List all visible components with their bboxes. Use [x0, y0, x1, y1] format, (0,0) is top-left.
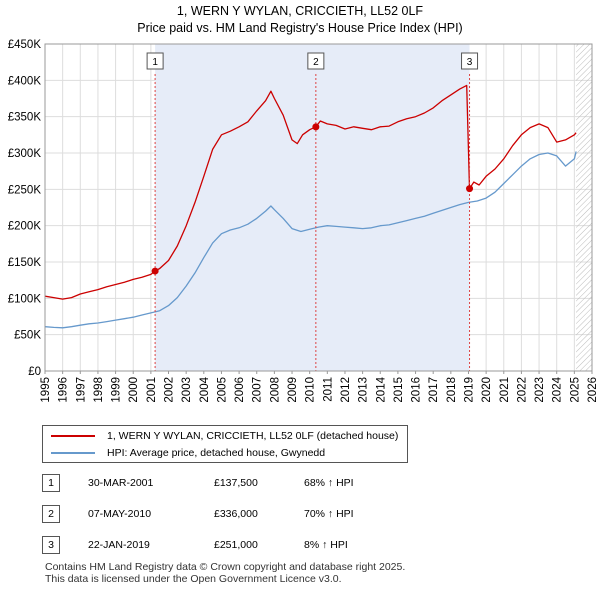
- sale-price: £251,000: [214, 539, 258, 551]
- sale-marker-label: 3: [467, 57, 473, 68]
- legend-swatch-hpi: [51, 452, 95, 454]
- sale-row: 3 22-JAN-2019 £251,000 8% ↑ HPI: [42, 534, 462, 565]
- y-tick-label: £200K: [8, 221, 42, 233]
- x-tick-label: 1995: [40, 377, 52, 403]
- sale-point: [151, 267, 159, 275]
- x-tick-label: 2008: [269, 377, 281, 403]
- x-tick-label: 2020: [481, 377, 493, 403]
- sale-number-badge: 2: [42, 505, 60, 523]
- hpi-line: [44, 151, 577, 329]
- y-tick-label: £150K: [8, 257, 42, 269]
- x-tick-label: 2019: [463, 377, 475, 403]
- sale-hpi-change: 8% ↑ HPI: [304, 539, 348, 551]
- legend-swatch-property: [51, 435, 95, 437]
- y-tick-label: £250K: [8, 184, 42, 196]
- x-tick-label: 2006: [234, 377, 246, 403]
- sale-point: [466, 185, 474, 193]
- x-tick-label: 2004: [199, 376, 211, 402]
- chart-subtitle: Price paid vs. HM Land Registry's House …: [137, 21, 462, 35]
- x-tick-label: 2023: [534, 377, 546, 403]
- x-tick-label: 2007: [252, 377, 264, 403]
- sale-row: 1 30-MAR-2001 £137,500 68% ↑ HPI: [42, 472, 462, 503]
- x-tick-label: 2016: [411, 377, 423, 403]
- y-tick-label: £100K: [8, 293, 42, 305]
- x-tick-label: 2001: [146, 377, 158, 403]
- sale-marker-box: [307, 52, 325, 70]
- x-tick-label: 2000: [128, 377, 140, 403]
- sale-row: 2 07-MAY-2010 £336,000 70% ↑ HPI: [42, 503, 462, 534]
- sale-number-badge: 3: [42, 536, 60, 554]
- x-tick-label: 2025: [569, 377, 581, 403]
- x-tick-label: 2012: [340, 377, 352, 403]
- sale-date: 30-MAR-2001: [88, 477, 154, 489]
- x-tick-label: 2018: [446, 377, 458, 403]
- x-tick-label: 2011: [322, 377, 334, 402]
- x-tick-label: 2013: [358, 377, 370, 403]
- sale-point: [312, 123, 320, 131]
- x-tick-label: 1998: [93, 377, 105, 403]
- sale-date: 07-MAY-2010: [88, 508, 152, 520]
- footer-copyright: Contains HM Land Registry data © Crown c…: [45, 561, 406, 573]
- chart-title: 1, WERN Y WYLAN, CRICCIETH, LL52 0LF: [177, 4, 424, 18]
- y-tick-label: £400K: [8, 75, 42, 87]
- y-tick-label: £0: [28, 366, 41, 378]
- y-tick-label: £450K: [8, 39, 42, 51]
- x-tick-label: 2015: [393, 377, 405, 403]
- sale-marker-label: 2: [313, 57, 319, 68]
- sale-marker-box: [146, 52, 164, 70]
- x-tick-label: 2003: [181, 377, 193, 403]
- x-tick-label: 2014: [375, 376, 387, 402]
- sale-hpi-change: 68% ↑ HPI: [304, 477, 354, 489]
- chart-legend: 1, WERN Y WYLAN, CRICCIETH, LL52 0LF (de…: [42, 425, 408, 463]
- legend-label-property: 1, WERN Y WYLAN, CRICCIETH, LL52 0LF (de…: [107, 430, 399, 442]
- x-tick-label: 2010: [305, 377, 317, 403]
- x-tick-label: 2017: [428, 377, 440, 403]
- x-tick-label: 2021: [499, 377, 511, 403]
- x-tick-label: 2026: [587, 377, 599, 403]
- y-tick-label: £350K: [8, 112, 42, 124]
- sales-table: 1 30-MAR-2001 £137,500 68% ↑ HPI 2 07-MA…: [42, 472, 462, 565]
- sale-hpi-change: 70% ↑ HPI: [304, 508, 354, 520]
- x-tick-label: 1999: [111, 377, 123, 403]
- price-chart: 1, WERN Y WYLAN, CRICCIETH, LL52 0LF Pri…: [8, 4, 599, 403]
- x-tick-label: 2009: [287, 377, 299, 403]
- x-tick-label: 2002: [164, 377, 176, 403]
- sale-marker-box: [461, 52, 479, 70]
- sale-marker-label: 1: [152, 57, 158, 68]
- footer-attribution: Contains HM Land Registry data © Crown c…: [45, 561, 405, 585]
- ownership-period-band: [155, 44, 470, 371]
- y-tick-label: £50K: [14, 330, 41, 342]
- plot-frame: [44, 43, 593, 372]
- legend-label-hpi: HPI: Average price, detached house, Gwyn…: [107, 447, 326, 459]
- sale-number-badge: 1: [42, 474, 60, 492]
- x-tick-label: 1996: [58, 377, 70, 403]
- x-tick-label: 1997: [75, 377, 87, 403]
- x-tick-label: 2005: [216, 377, 228, 403]
- footer-licence: This data is licensed under the Open Gov…: [45, 573, 342, 585]
- x-tick-label: 2022: [516, 377, 528, 403]
- sale-price: £137,500: [214, 477, 258, 489]
- sale-date: 22-JAN-2019: [88, 539, 150, 551]
- sale-price: £336,000: [214, 508, 258, 520]
- y-tick-label: £300K: [8, 148, 42, 160]
- x-tick-label: 2024: [552, 376, 564, 402]
- forecast-hatch: [576, 44, 592, 371]
